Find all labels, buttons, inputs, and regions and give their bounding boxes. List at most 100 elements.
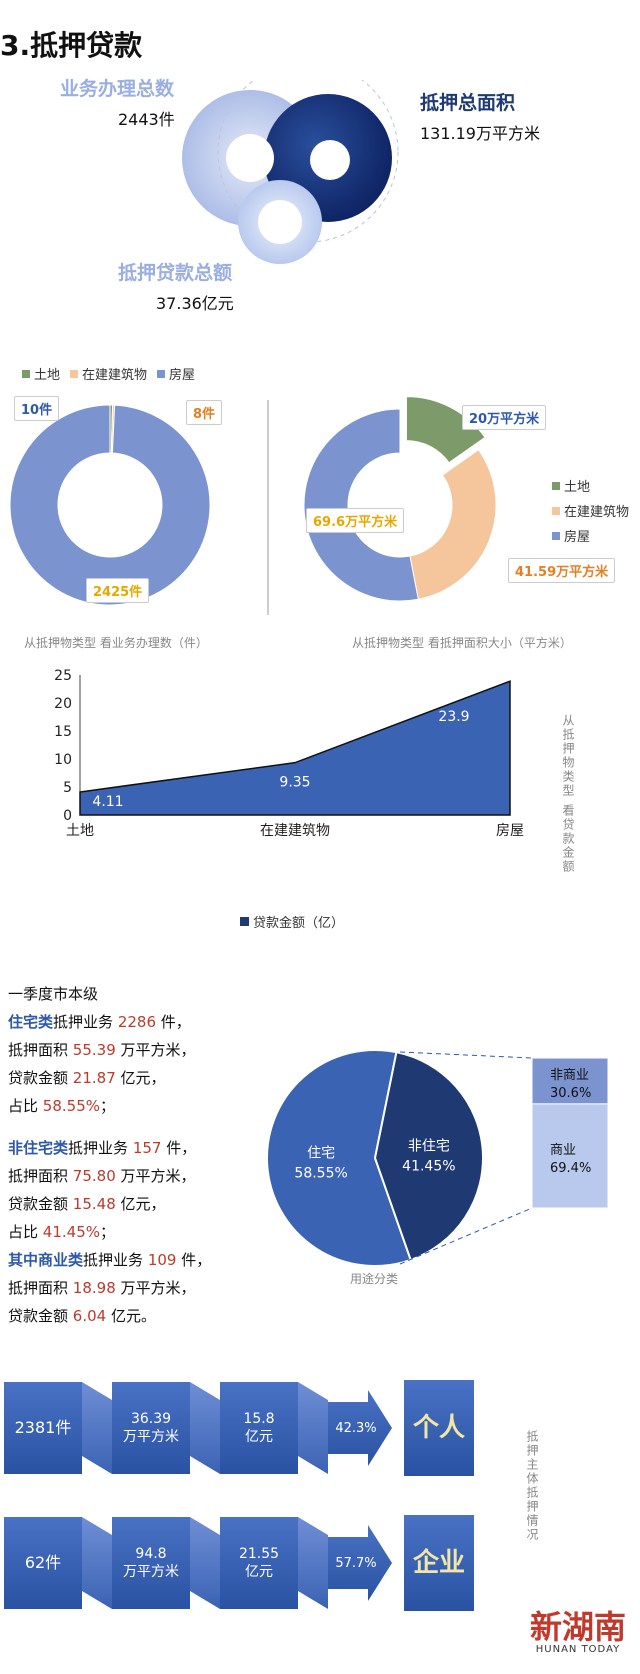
com-t-business: 抵押业务 — [83, 1251, 144, 1269]
usage-breakdown-label: 非商业 — [550, 1068, 589, 1083]
ribbon-count: 2381件 — [14, 1418, 72, 1437]
ribbon-panel — [220, 1517, 298, 1609]
res-t-end: ； — [100, 1097, 116, 1115]
donut1-slice-2 — [9, 404, 211, 606]
res-t-piece: 件， — [160, 1013, 191, 1031]
nonres-t-piece: 件， — [166, 1139, 197, 1157]
usage-breakdown-value: 69.4% — [550, 1161, 591, 1176]
nonres-t-end: ； — [100, 1223, 116, 1241]
area-series — [79, 680, 511, 816]
usage-slice-0 — [266, 1049, 413, 1267]
area-data-label: 4.11 — [92, 794, 123, 810]
donut1-caption: 从抵押物类型 看业务办理数（件） — [24, 636, 208, 650]
legend-land-swatch — [22, 369, 30, 378]
area-xtick: 房屋 — [496, 823, 524, 839]
area-xtick: 土地 — [66, 823, 94, 839]
res-t-area-unit: 万平方米， — [120, 1041, 196, 1059]
usage-caption: 用途分类 — [350, 1272, 399, 1286]
ribbon-share: 42.3% — [335, 1420, 377, 1436]
ribbon-panel — [4, 1517, 82, 1609]
usage-pie-chart: 住宅 58.55% 非住宅 41.45% 非商业 30.6% 商业 69.4% — [266, 1049, 609, 1267]
com-t-piece: 件， — [181, 1251, 212, 1269]
business-total-label: 业务办理总数 — [60, 78, 175, 100]
usage-slice-label: 住宅 — [307, 1146, 335, 1162]
area-legend-swatch — [240, 917, 249, 926]
legend2-land-swatch — [552, 481, 560, 490]
legend-house-swatch — [157, 369, 166, 378]
ribbon-name-box — [404, 1380, 474, 1476]
logo-sub: HUNAN TODAY — [535, 1644, 621, 1655]
donut2-label-construction: 41.59万平方米 — [508, 558, 616, 583]
usage-breakdown-label: 商业 — [550, 1143, 576, 1158]
area-ytick: 25 — [54, 668, 72, 684]
loan-total-value: 37.36亿元 — [156, 294, 234, 313]
res-count: 2286 — [117, 1013, 156, 1031]
logo: 新湖南 HUNAN TODAY — [530, 1610, 626, 1655]
nonres-area: 75.80 — [72, 1167, 116, 1185]
legend2-construction: 在建建筑物 — [564, 505, 630, 520]
summary-bubbles — [182, 80, 399, 264]
ribbon-fold — [298, 1517, 328, 1609]
donut-charts — [9, 396, 497, 615]
donut2-caption: 从抵押物类型 看抵押面积大小（平方米） — [352, 636, 572, 650]
usage-breakdown-value: 30.6% — [550, 1086, 591, 1101]
nonres-t-area-unit: 万平方米， — [120, 1167, 196, 1185]
usage-connector — [399, 1207, 533, 1265]
ribbon-arrow — [328, 1525, 392, 1601]
area-total-label: 抵押总面积 — [420, 92, 516, 114]
nonres-t-business: 抵押业务 — [68, 1139, 129, 1157]
donut2-slice-0 — [405, 396, 486, 464]
ribbon-loan: 21.55 亿元 — [238, 1546, 280, 1580]
usage-breakdown-bar — [531, 1103, 609, 1209]
usage-breakdown-bar — [531, 1057, 609, 1105]
usage-slice-1 — [373, 1050, 484, 1262]
area-legend-label: 贷款金额（亿） — [253, 916, 345, 931]
donut1-legend: 土地 在建建筑物 房屋 — [22, 364, 195, 383]
area-ytick: 20 — [54, 696, 72, 712]
nonres-t-area: 抵押面积 — [8, 1167, 69, 1185]
ribbon-name: 个人 — [412, 1413, 465, 1443]
area-data-label: 23.9 — [438, 709, 469, 725]
legend2-land: 土地 — [564, 480, 591, 495]
usage-slice-label: 非住宅 — [408, 1138, 450, 1154]
ribbon-area: 36.39 万平方米 — [123, 1411, 179, 1445]
legend-construction-swatch — [70, 369, 79, 378]
legend-land: 土地 — [34, 368, 61, 383]
res-share: 58.55% — [42, 1097, 100, 1115]
area-data-label: 9.35 — [279, 775, 310, 791]
subjects-ribbons — [4, 1380, 474, 1611]
com-t-area: 抵押面积 — [8, 1279, 69, 1297]
ribbon-panel — [112, 1382, 190, 1474]
ribbon-loan: 15.8 亿元 — [243, 1411, 275, 1445]
nonres-name: 非住宅类 — [8, 1139, 69, 1157]
usage-connector — [399, 1051, 533, 1059]
ribbon-panel — [4, 1382, 82, 1474]
nonres-t-loan-unit: 亿元， — [120, 1195, 166, 1213]
com-count: 109 — [147, 1251, 177, 1269]
area-side-label: 从抵押物类型 看贷款金额 — [561, 714, 575, 874]
ribbon-name-box — [404, 1515, 474, 1611]
res-loan: 21.87 — [72, 1069, 116, 1087]
donut2-label-house: 69.6万平方米 — [306, 508, 405, 533]
ribbon-fold — [82, 1517, 112, 1609]
nonres-share: 41.45% — [42, 1223, 100, 1241]
donut2-slice-2 — [303, 408, 419, 602]
ribbon-fold — [298, 1382, 328, 1474]
ribbon-panel — [220, 1382, 298, 1474]
donut1-label-land: 10件 — [14, 396, 60, 421]
section-title: 3.抵押贷款 — [0, 29, 143, 62]
area-ytick: 0 — [63, 808, 72, 824]
legend2-house: 房屋 — [564, 530, 591, 545]
com-name: 其中商业类 — [8, 1251, 84, 1269]
subjects-side-label: 抵押主体抵押情况 — [525, 1430, 539, 1542]
res-t-area: 抵押面积 — [8, 1041, 69, 1059]
com-area: 18.98 — [72, 1279, 116, 1297]
nonres-loan: 15.48 — [72, 1195, 116, 1213]
donut2-slice-1 — [409, 449, 497, 600]
donut2-label-land: 20万平方米 — [462, 405, 547, 430]
business-total-value: 2443件 — [118, 110, 175, 129]
ribbon-fold — [190, 1382, 220, 1474]
ribbon-fold — [190, 1517, 220, 1609]
ribbon-count: 62件 — [24, 1553, 62, 1572]
ribbon-fold — [82, 1382, 112, 1474]
